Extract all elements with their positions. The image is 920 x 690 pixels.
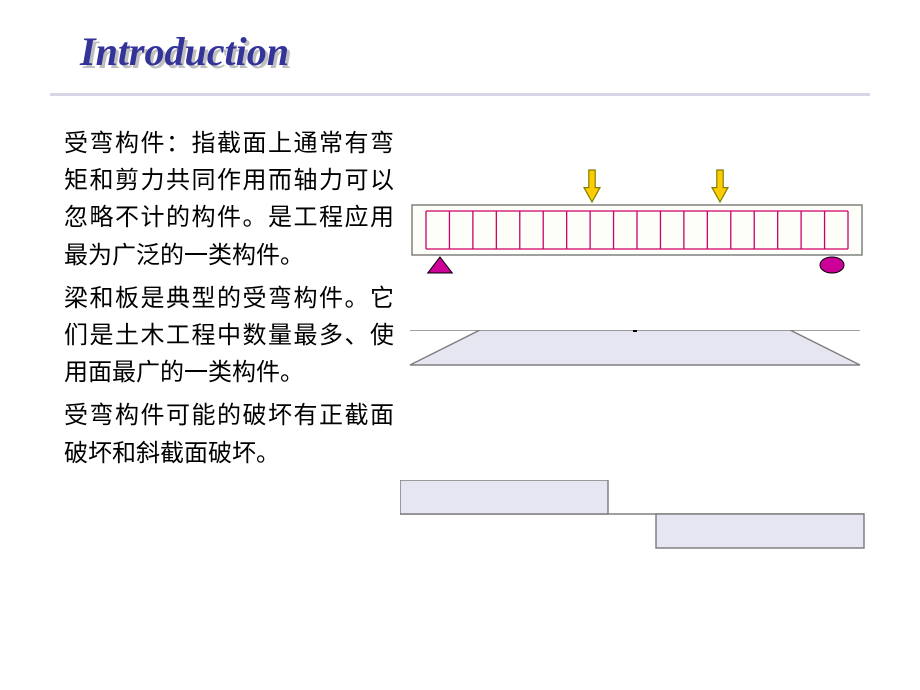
roller-support-icon	[820, 257, 844, 273]
load-arrow-icon	[584, 170, 600, 202]
body-text: 受弯构件：指截面上通常有弯矩和剪力共同作用而轴力可以忽略不计的构件。是工程应用最…	[64, 126, 394, 479]
bending-moment-diagram	[400, 480, 870, 565]
paragraph-1: 受弯构件：指截面上通常有弯矩和剪力共同作用而轴力可以忽略不计的构件。是工程应用最…	[64, 126, 394, 275]
moment-block-2	[656, 514, 864, 548]
paragraph-2: 梁和板是典型的受弯构件。它们是土木工程中数量最多、使用面最广的一类构件。	[64, 281, 394, 393]
paragraph-3: 受弯构件可能的破坏有正截面破坏和斜截面破坏。	[64, 398, 394, 472]
shear-force-diagram	[400, 330, 870, 405]
moment-block-1	[400, 480, 608, 514]
title-text: Introduction	[80, 29, 289, 74]
load-arrow-icon	[712, 170, 728, 202]
beam-loading-diagram	[400, 150, 870, 295]
slide-title: Introduction Introduction	[80, 28, 289, 75]
pin-support-icon	[428, 257, 453, 273]
shear-shape	[410, 330, 860, 365]
center-marker	[633, 330, 637, 332]
